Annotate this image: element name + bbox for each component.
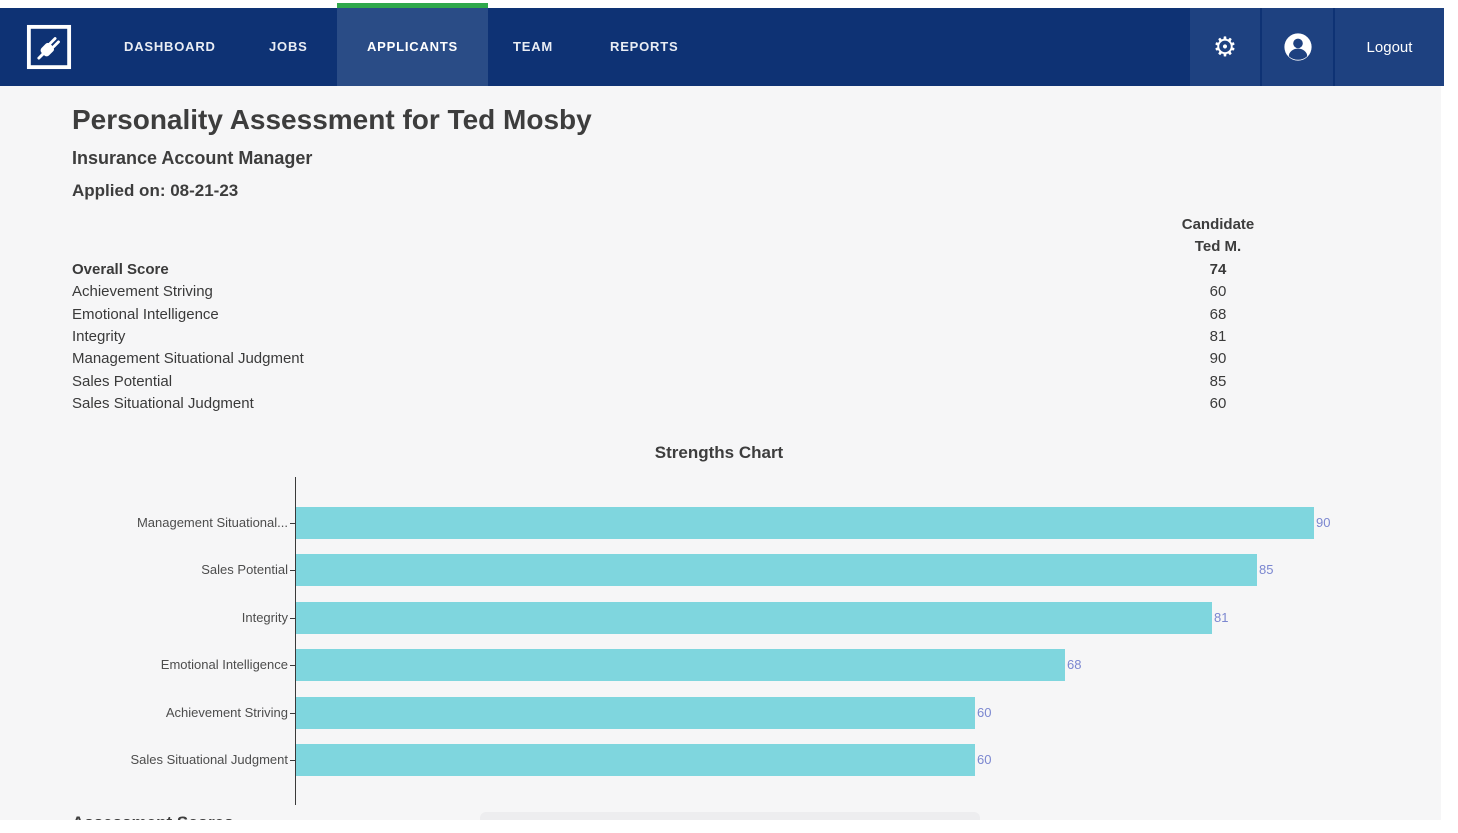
chart-category-label: Sales Situational Judgment bbox=[130, 752, 288, 767]
applied-on-date: Applied on: 08-21-23 bbox=[72, 181, 239, 200]
chart-category-label: Sales Potential bbox=[201, 562, 288, 578]
chart-y-axis-line bbox=[295, 477, 296, 805]
chart-bar[interactable] bbox=[296, 696, 975, 729]
chart-bar[interactable] bbox=[296, 649, 1065, 682]
chart-axis-tick bbox=[290, 760, 295, 761]
chart-value-label: 60 bbox=[977, 704, 992, 720]
gear-icon: ⚙ bbox=[1212, 31, 1238, 62]
logout-button[interactable]: Logout bbox=[1335, 8, 1444, 86]
chart-category-label: Integrity bbox=[241, 609, 288, 625]
chart-bar[interactable] bbox=[296, 507, 1314, 539]
chart-value-label: 85 bbox=[1259, 562, 1274, 578]
chart-axis-tick bbox=[290, 570, 295, 572]
score-row-label: Achievement Striving bbox=[72, 283, 213, 301]
score-row-value: 68 bbox=[1209, 305, 1227, 323]
chart-value-label: 90 bbox=[1316, 515, 1331, 530]
candidate-column-header: Candidate Ted M. bbox=[1148, 214, 1288, 259]
user-circle-icon bbox=[1282, 31, 1314, 63]
score-row-value: 60 bbox=[1209, 394, 1227, 412]
score-row-value: 90 bbox=[1209, 350, 1227, 368]
chart-category-label: Emotional Intelligence bbox=[160, 657, 288, 673]
score-row-value: 60 bbox=[1209, 283, 1227, 301]
chart-bar[interactable] bbox=[296, 554, 1257, 587]
score-row-value: 74 bbox=[1209, 261, 1227, 278]
page-title: Personality Assessment for Ted Mosby bbox=[72, 104, 592, 135]
job-title: Insurance Account Manager bbox=[72, 148, 313, 168]
chart-axis-tick bbox=[290, 712, 295, 714]
chart-title: Strengths Chart bbox=[654, 443, 784, 462]
right-crop-band bbox=[1444, 0, 1458, 830]
settings-button[interactable]: ⚙ bbox=[1190, 8, 1260, 86]
plug-logo-icon bbox=[26, 24, 72, 74]
nav-item-applicants[interactable]: APPLICANTS bbox=[337, 8, 488, 86]
chart-category-label: Management Situational... bbox=[136, 515, 288, 530]
candidate-column-header-line1: Candidate bbox=[1181, 216, 1255, 233]
candidate-column-header-line2: Ted M. bbox=[1194, 238, 1242, 256]
chart-value-label: 60 bbox=[977, 752, 992, 767]
nav-item-jobs[interactable]: JOBS bbox=[269, 39, 308, 54]
score-row-label: Sales Potential bbox=[72, 372, 173, 390]
bottom-crop-band bbox=[0, 820, 1458, 830]
active-tab-accent-bar bbox=[337, 3, 488, 9]
score-row-value: 81 bbox=[1209, 327, 1227, 345]
chart-category-label: Achievement Striving bbox=[165, 704, 288, 720]
app-logo[interactable] bbox=[26, 24, 72, 70]
score-row-value: 85 bbox=[1209, 372, 1227, 390]
score-row-label: Management Situational Judgment bbox=[72, 350, 304, 368]
chart-bar[interactable] bbox=[296, 744, 975, 776]
chart-axis-tick bbox=[290, 617, 295, 619]
nav-item-team[interactable]: TEAM bbox=[513, 39, 554, 54]
account-button[interactable] bbox=[1262, 8, 1333, 86]
logout-label: Logout bbox=[1366, 38, 1413, 56]
score-row-label: Emotional Intelligence bbox=[72, 305, 219, 323]
nav-item-reports[interactable]: REPORTS bbox=[610, 39, 679, 54]
below-fold-element bbox=[480, 812, 980, 822]
chart-bar[interactable] bbox=[296, 601, 1212, 634]
score-row-label: Sales Situational Judgment bbox=[72, 394, 254, 412]
score-row-label: Integrity bbox=[72, 327, 126, 345]
chart-axis-tick bbox=[290, 665, 295, 667]
score-row-label: Overall Score bbox=[72, 261, 169, 278]
chart-value-label: 68 bbox=[1067, 657, 1082, 673]
chart-axis-tick bbox=[290, 523, 295, 524]
chart-value-label: 81 bbox=[1214, 609, 1229, 625]
nav-item-dashboard[interactable]: DASHBOARD bbox=[124, 39, 216, 54]
top-navbar: DASHBOARD JOBS APPLICANTS TEAM REPORTS ⚙ Log… bbox=[0, 8, 1444, 86]
